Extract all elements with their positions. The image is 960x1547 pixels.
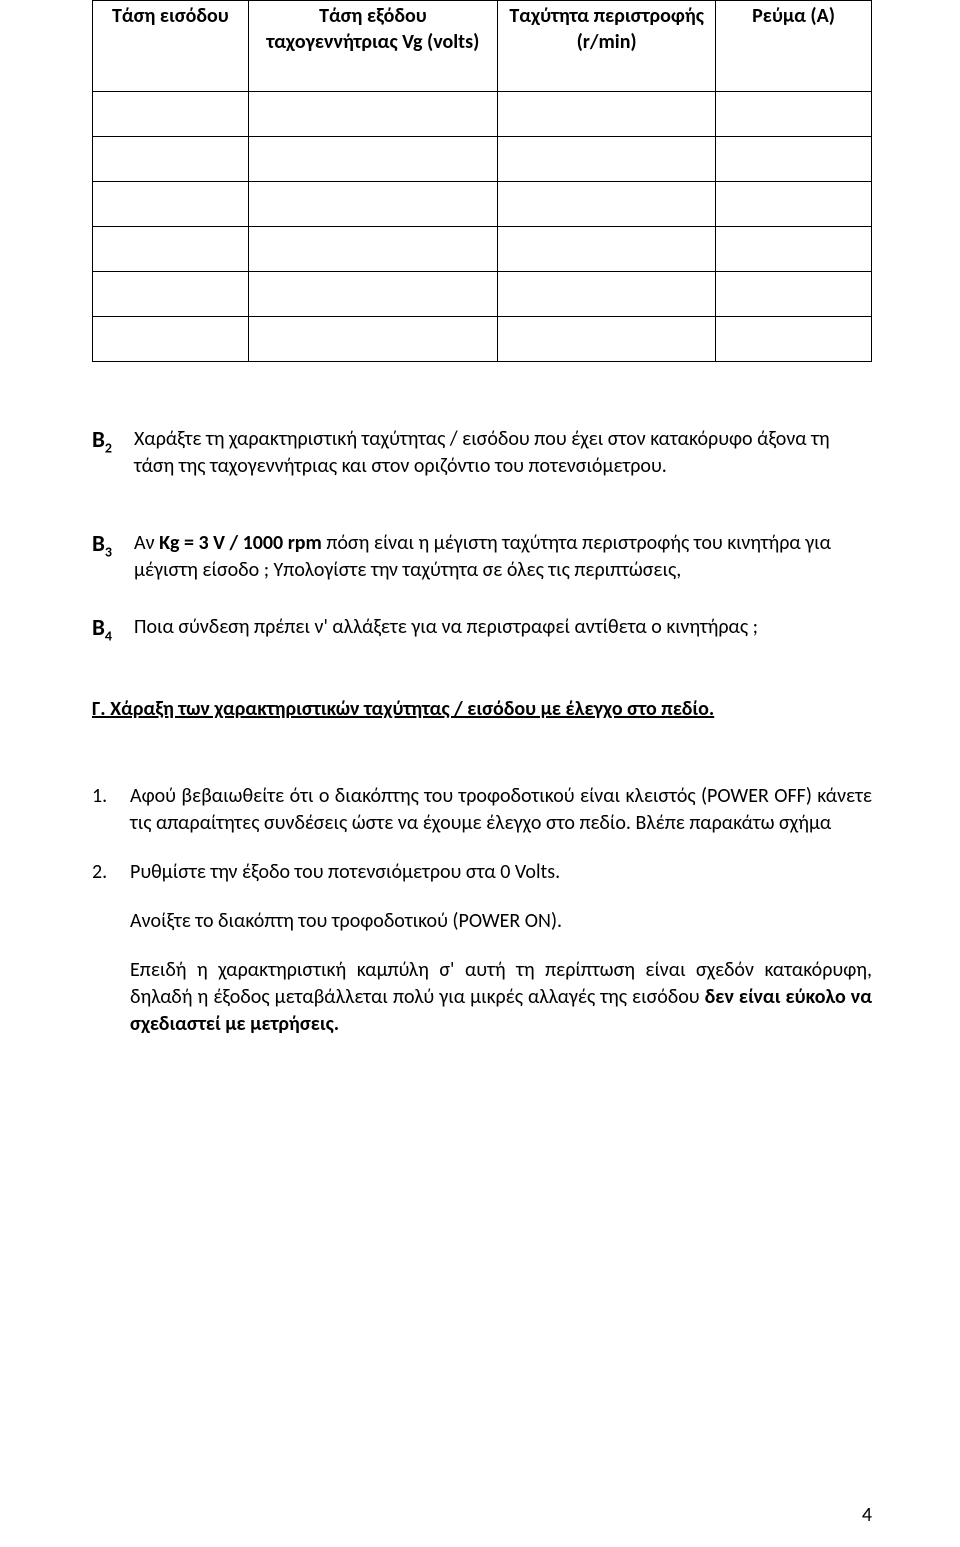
col-header-output-voltage: Τάση εξόδου ταχογεννήτριας Vg (volts) [248,1,497,92]
col-header-speed: Ταχύτητα περιστροφής (r/min) [498,1,716,92]
question-b2-text: Χαράξτε τη χαρακτηριστική ταχύτητας / ει… [134,426,872,480]
table-row [93,182,872,227]
section-c-heading: Γ. Χάραξη των χαρακτηριστικών ταχύτητας … [92,697,872,721]
instructions-list: Αφού βεβαιωθείτε ότι ο διακόπτης του τρο… [92,783,872,886]
question-b3: B3 Αν Kg = 3 V / 1000 rpm πόση είναι η μ… [92,530,872,584]
table-row [93,317,872,362]
list-item: Ρυθμίστε την έξοδο του ποτενσιόμετρου στ… [92,859,872,886]
question-b2: B2 Χαράξτε τη χαρακτηριστική ταχύτητας /… [92,426,872,480]
question-b3-label: B3 [92,530,134,584]
table-row [93,92,872,137]
table-body [93,92,872,362]
sub-paragraph-power-on: Ανοίξτε το διακόπτη του τροφοδοτικού (PO… [130,908,872,935]
measurements-table: Τάση εισόδου Τάση εξόδου ταχογεννήτριας … [92,0,872,362]
col-header-current: Ρεύμα (A) [716,1,872,92]
question-b3-text: Αν Kg = 3 V / 1000 rpm πόση είναι η μέγι… [134,530,872,584]
question-b4-text: Ποια σύνδεση πρέπει ν' αλλάξετε για να π… [134,614,872,645]
table-row [93,227,872,272]
table-row [93,137,872,182]
table-row [93,272,872,317]
question-b4-label: B4 [92,614,134,645]
list-item: Αφού βεβαιωθείτε ότι ο διακόπτης του τρο… [92,783,872,837]
question-b2-label: B2 [92,426,134,480]
sub-paragraph-note: Επειδή η χαρακτηριστική καμπύλη σ' αυτή … [130,957,872,1038]
col-header-input-voltage: Τάση εισόδου [93,1,249,92]
table-header-row: Τάση εισόδου Τάση εξόδου ταχογεννήτριας … [93,1,872,92]
page-number: 4 [862,1503,872,1527]
question-b4: B4 Ποια σύνδεση πρέπει ν' αλλάξετε για ν… [92,614,872,645]
